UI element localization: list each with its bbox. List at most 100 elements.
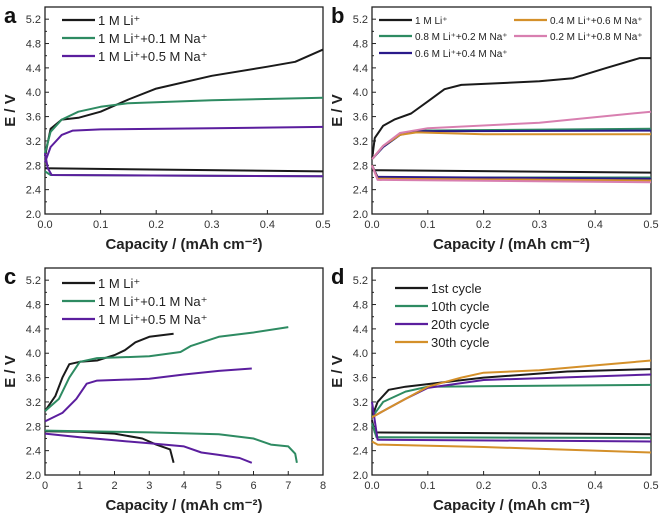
y-tick-label: 4.8 <box>353 39 368 51</box>
x-tick-label: 0.2 <box>476 480 491 492</box>
plot-frame <box>44 6 324 215</box>
series-line-charge <box>44 367 252 423</box>
x-tick-label: 0.3 <box>532 219 547 231</box>
x-tick-label: 0 <box>42 480 48 492</box>
y-tick-label: 4.8 <box>353 300 368 312</box>
legend-label: 0.2 M Li⁺+0.8 M Na⁺ <box>550 32 643 43</box>
series-line-discharge <box>44 432 253 464</box>
x-tick-label: 6 <box>250 480 256 492</box>
series-line-charge <box>371 383 652 418</box>
legend-label: 1 M Li⁺ <box>415 16 448 27</box>
plot-frame <box>371 6 652 215</box>
y-tick-label: 2.8 <box>26 160 41 172</box>
series-line-discharge <box>371 422 652 439</box>
series-line-charge <box>371 359 652 419</box>
panel-label: a <box>4 3 17 28</box>
x-axis-title: Capacity / (mAh cm⁻²) <box>105 497 262 514</box>
x-tick-label: 0.0 <box>364 480 379 492</box>
legend-label: 1 M Li⁺+0.1 M Na⁺ <box>98 31 207 46</box>
y-tick-label: 2.8 <box>26 421 41 433</box>
panel-c: c 2.0 2.4 2.8 3.2 3.6 4.0 4.4 4.8 5.2 0 1 2 3 4 5 6 7 8 Cap… <box>2 264 326 514</box>
x-tick-label: 5 <box>216 480 222 492</box>
x-tick-label: 0.1 <box>420 219 435 231</box>
x-tick-label: 0.0 <box>364 219 379 231</box>
legend-label: 30th cycle <box>431 335 490 350</box>
series-line-charge <box>371 131 651 160</box>
x-tick-label: 0.5 <box>315 219 330 231</box>
series-line-charge <box>371 57 651 160</box>
y-tick-label: 2.8 <box>353 160 368 172</box>
series-line-discharge <box>371 440 652 454</box>
x-axis-title: Capacity / (mAh cm⁻²) <box>105 236 262 253</box>
y-tick-label: 4.0 <box>26 348 41 360</box>
panel-label: c <box>4 264 16 289</box>
x-tick-label: 0.2 <box>149 219 164 231</box>
y-tick-label: 4.0 <box>353 87 368 99</box>
x-tick-label: 0.4 <box>588 219 603 231</box>
series-line-charge <box>44 326 289 412</box>
x-tick-label: 0.4 <box>588 480 603 492</box>
y-tick-label: 2.4 <box>353 185 368 197</box>
y-axis-title: E / V <box>2 355 19 388</box>
series-line-charge <box>44 96 324 154</box>
y-tick-label: 4.4 <box>26 63 41 75</box>
y-tick-label: 4.0 <box>26 87 41 99</box>
panel-label: b <box>331 3 344 28</box>
series-line-charge <box>371 373 652 419</box>
series-line-discharge <box>371 169 652 174</box>
x-tick-label: 8 <box>320 480 326 492</box>
y-tick-label: 2.4 <box>26 185 41 197</box>
x-tick-label: 7 <box>285 480 291 492</box>
x-axis-title: Capacity / (mAh cm⁻²) <box>433 497 590 514</box>
x-tick-label: 1 <box>77 480 83 492</box>
y-tick-label: 2.0 <box>353 470 368 482</box>
y-tick-label: 3.2 <box>353 136 368 148</box>
panel-label: d <box>331 264 344 289</box>
y-tick-label: 5.2 <box>26 14 41 26</box>
panel-b: b 2.0 2.4 2.8 3.2 3.6 4.0 4.4 4.8 5.2 0.0 0.1 0.2 0.3… <box>329 3 659 253</box>
y-axis-title: E / V <box>329 94 346 127</box>
legend-label: 0.8 M Li⁺+0.2 M Na⁺ <box>415 32 508 43</box>
y-tick-label: 2.0 <box>26 470 41 482</box>
x-tick-label: 0.1 <box>93 219 108 231</box>
y-tick-label: 5.2 <box>353 14 368 26</box>
x-tick-label: 4 <box>181 480 187 492</box>
y-tick-label: 2.4 <box>353 446 368 458</box>
series-line-discharge <box>44 167 324 173</box>
y-tick-label: 4.4 <box>353 63 368 75</box>
y-tick-label: 3.6 <box>26 373 41 385</box>
series-line-discharge <box>371 401 652 443</box>
y-axis-title: E / V <box>329 355 346 388</box>
x-tick-label: 0.5 <box>643 219 658 231</box>
series-line-discharge <box>44 152 324 178</box>
y-tick-label: 2.0 <box>353 209 368 221</box>
y-tick-label: 3.6 <box>353 112 368 124</box>
series-line-charge <box>44 125 324 163</box>
y-tick-label: 2.4 <box>26 446 41 458</box>
y-tick-label: 3.2 <box>353 397 368 409</box>
x-tick-label: 3 <box>146 480 152 492</box>
y-tick-label: 3.2 <box>26 136 41 148</box>
y-tick-label: 3.6 <box>353 373 368 385</box>
y-tick-label: 2.0 <box>26 209 41 221</box>
x-tick-label: 0.1 <box>420 480 435 492</box>
panel-a: a 2.0 2.4 2.8 3.2 3.6 4.0 4.4 4.8 5.2 0.0 0.1 0.2 0.3… <box>2 3 331 253</box>
x-tick-label: 0.0 <box>37 219 52 231</box>
y-tick-label: 3.2 <box>26 397 41 409</box>
x-tick-label: 0.4 <box>260 219 275 231</box>
x-tick-label: 0.5 <box>643 480 658 492</box>
y-tick-label: 4.4 <box>26 324 41 336</box>
x-axis-title: Capacity / (mAh cm⁻²) <box>433 236 590 253</box>
series-line-charge <box>371 110 652 160</box>
legend-label: 1 M Li⁺+0.5 M Na⁺ <box>98 312 207 327</box>
y-axis-title: E / V <box>2 94 19 127</box>
y-tick-label: 4.8 <box>26 300 41 312</box>
y-tick-label: 4.8 <box>26 39 41 51</box>
x-tick-label: 0.2 <box>476 219 491 231</box>
legend-label: 0.4 M Li⁺+0.6 M Na⁺ <box>550 16 643 27</box>
series-line-charge <box>44 332 174 412</box>
series-line-discharge <box>371 164 652 184</box>
panel-d: d 2.0 2.4 2.8 3.2 3.6 4.0 4.4 4.8 5.2 0.0 0.1 0.2 0.3… <box>329 264 659 514</box>
legend-label: 20th cycle <box>431 317 490 332</box>
legend-label: 0.6 M Li⁺+0.4 M Na⁺ <box>415 49 508 60</box>
